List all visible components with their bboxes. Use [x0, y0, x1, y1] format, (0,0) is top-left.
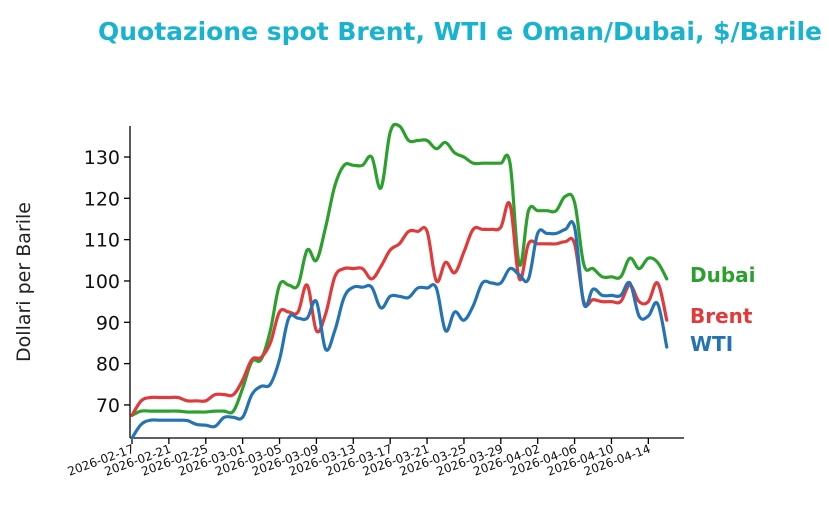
y-tick-label: 80 — [96, 354, 120, 376]
series-line-dubai — [130, 122, 669, 417]
series-line-brent — [130, 201, 669, 417]
chart-title: Quotazione spot Brent, WTI e Oman/Dubai,… — [98, 17, 822, 46]
series-lines — [130, 122, 669, 440]
y-tick-label: 100 — [84, 271, 120, 293]
series-labels: Dubai Brent WTI — [690, 263, 756, 356]
series-label-brent: Brent — [690, 304, 753, 328]
y-tick-label: 120 — [84, 188, 120, 210]
y-tick-label: 90 — [96, 312, 120, 334]
y-tick-label: 110 — [84, 230, 120, 252]
axes — [129, 126, 684, 439]
x-ticks: 2026-02-172026-02-212026-02-252026-03-01… — [66, 438, 652, 479]
y-tick-label: 70 — [96, 395, 120, 417]
y-ticks: 70 80 90 100 110 120 130 — [84, 147, 130, 417]
series-line-wti — [130, 220, 669, 440]
series-label-dubai: Dubai — [690, 263, 756, 287]
y-tick-label: 130 — [84, 147, 120, 169]
y-axis-label: Dollari per Barile — [13, 202, 35, 362]
series-label-wti: WTI — [690, 332, 733, 356]
